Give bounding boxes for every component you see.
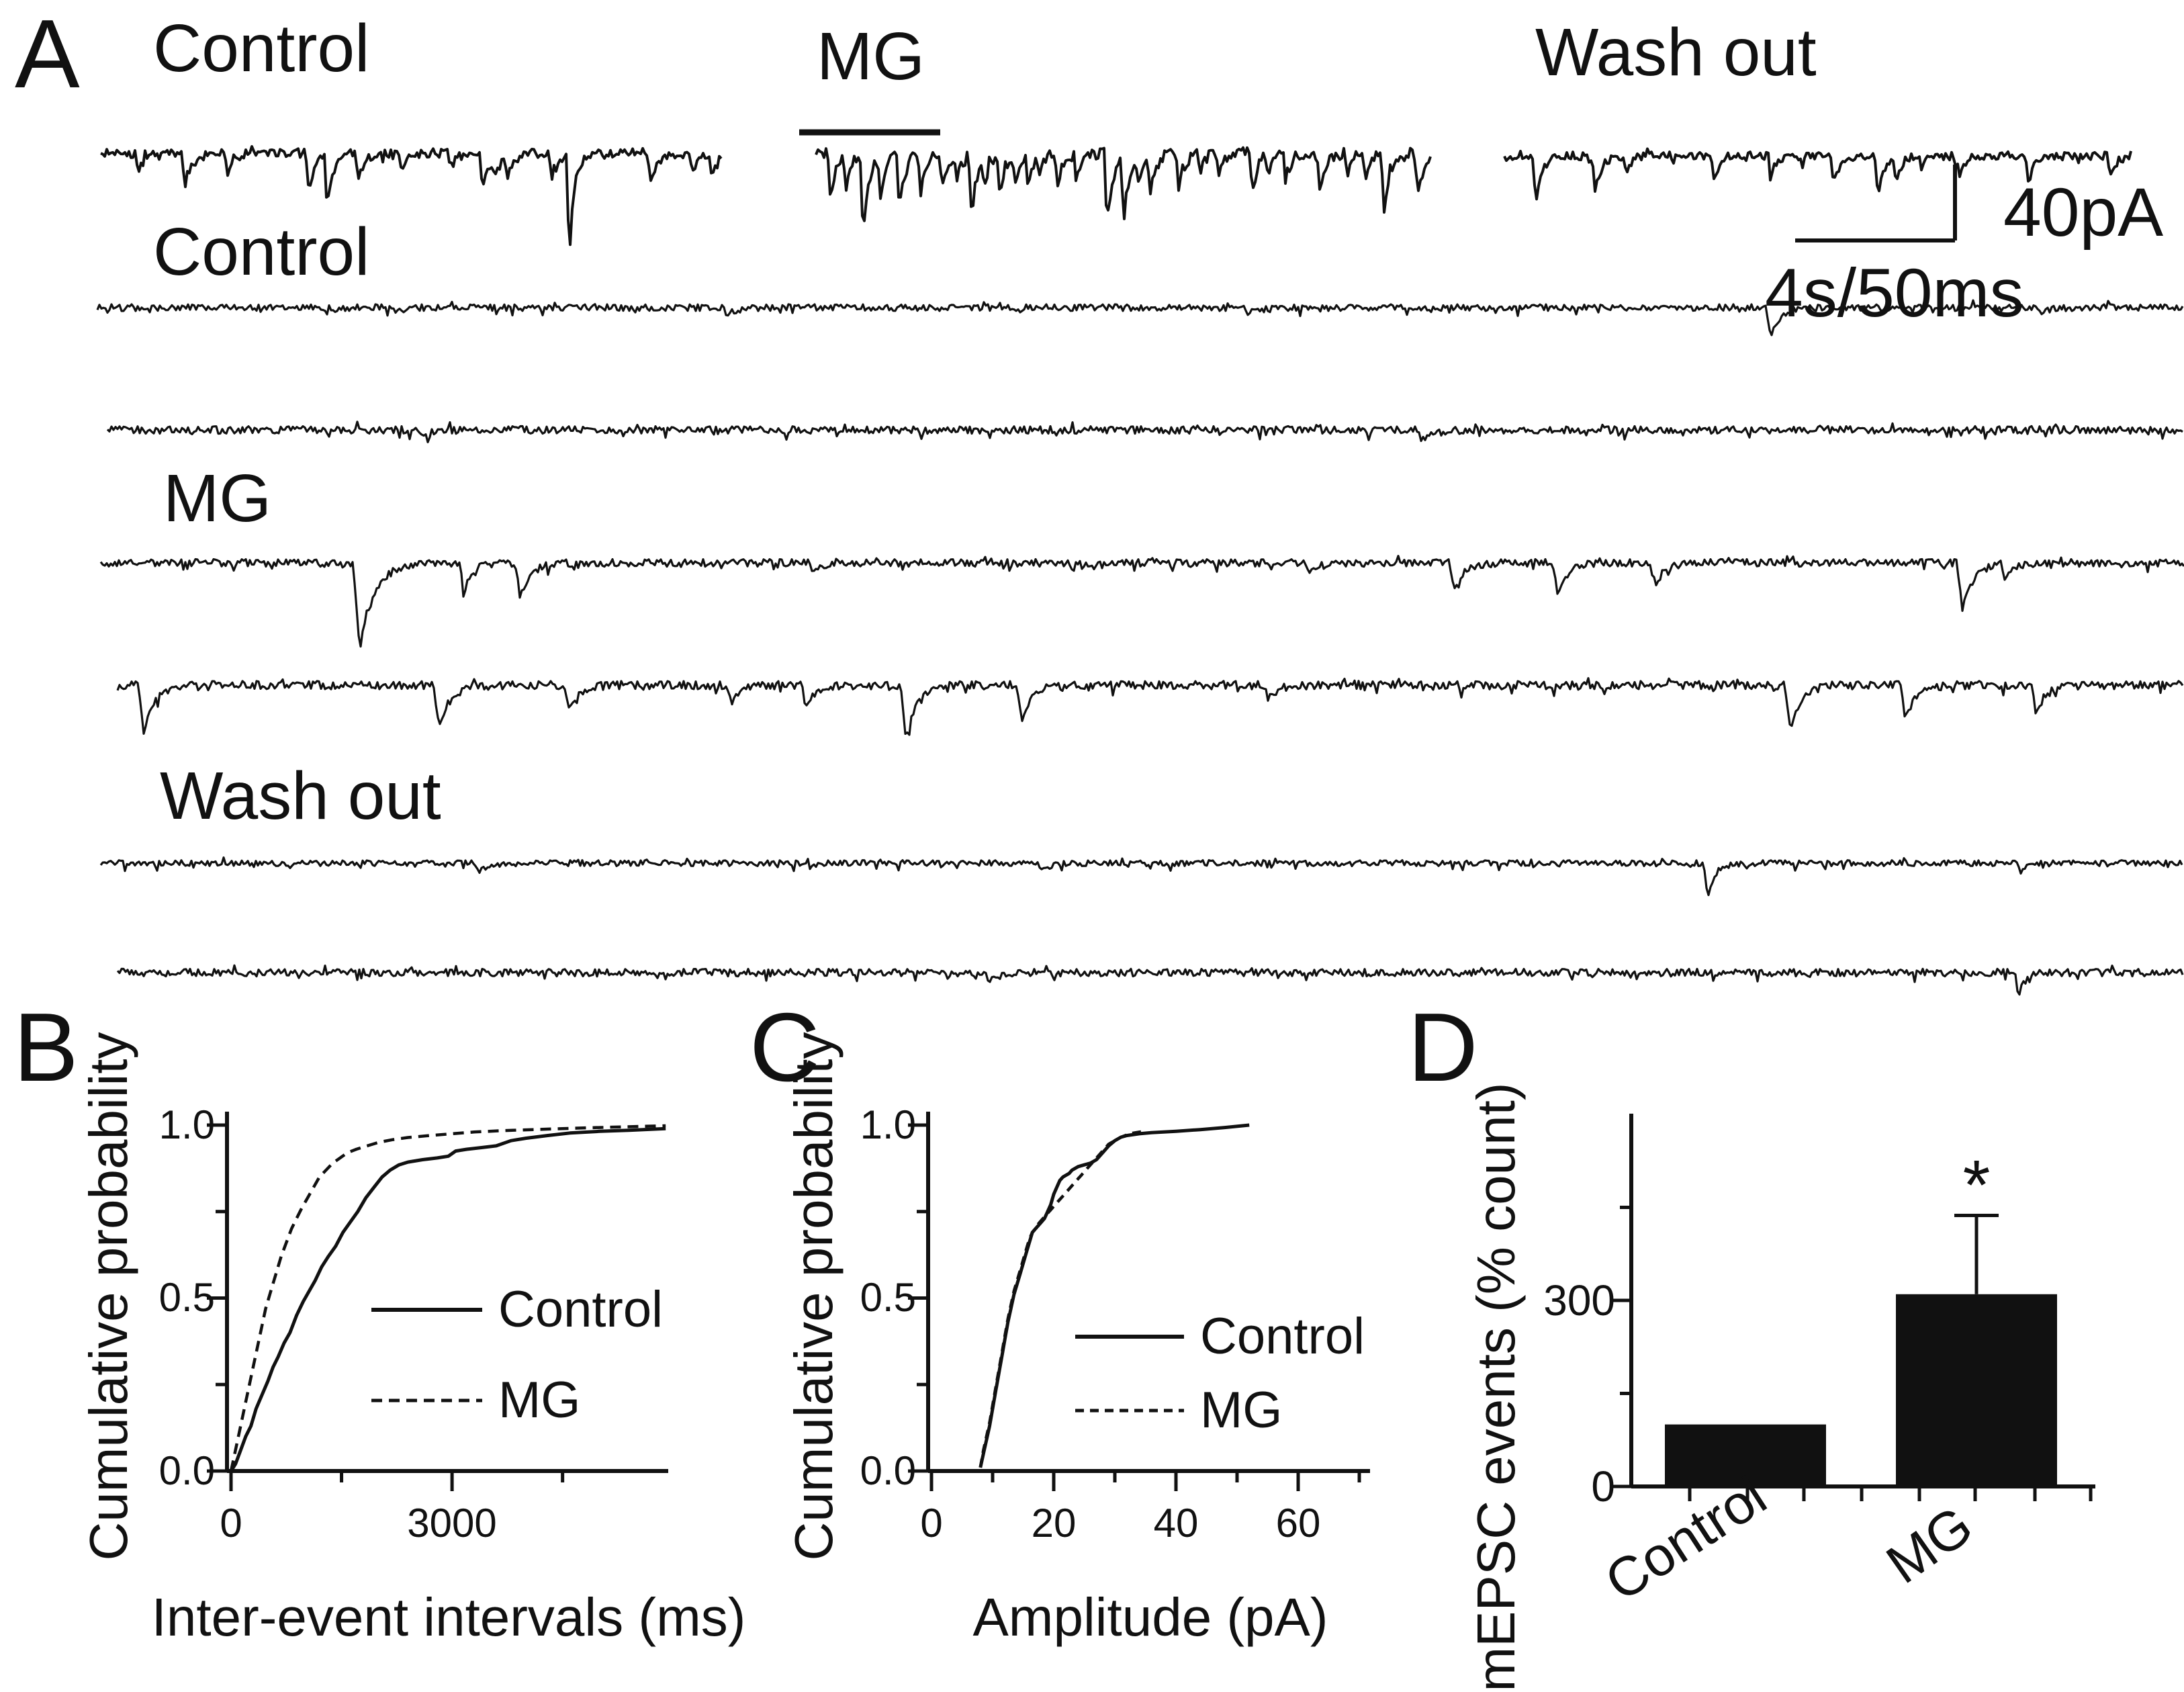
panel-c-xtick-0: 0 [920,1501,943,1546]
bar-control [1665,1424,1826,1486]
trace-compressed-washout [1503,147,2132,201]
panel-c-ylabel: Cumulative probability [784,1032,844,1561]
panel-c-legend-mg: MG [1200,1382,1283,1439]
scalebar-time-label: 4s/50ms [1765,255,2024,331]
panel-b-letter: B [13,993,79,1102]
panel-c-xtick-20: 20 [1031,1501,1077,1546]
panel-b-ytick-0.0: 0.0 [158,1448,215,1493]
panel-c-ytick-0.5: 0.5 [860,1275,916,1320]
section-label-washout: Wash out [160,758,441,834]
bar-mg [1896,1294,2057,1486]
significance-asterisk: * [1962,1146,1991,1225]
panel-c-xtick-40: 40 [1153,1501,1199,1546]
panel-a-letter: A [15,0,80,108]
section-label-mg: MG [163,461,272,536]
trace-washout-expanded-2 [116,964,2184,996]
panel-b-legend-control: Control [498,1281,663,1338]
panel-b-ylabel: Cumulative probability [79,1032,138,1561]
panel-b-xtick-0: 0 [220,1501,242,1546]
panel-c-xtick-60: 60 [1275,1501,1321,1546]
trace-mg-expanded-1 [99,554,2184,648]
trace-washout-expanded-1 [99,856,2183,897]
panel-d-ytick-0: 0 [1591,1462,1615,1511]
scalebar-amplitude-label: 40pA [2003,174,2164,251]
trace-mg-expanded-2 [116,676,2184,736]
trace-label-washout-top: Wash out [1535,15,1817,90]
panel-B-curve-control [229,1126,666,1472]
panel-c-ytick-0.0: 0.0 [860,1448,916,1493]
panel-c-letter: C [749,993,820,1102]
panel-d-ylabel: mEPSC events (% count) [1466,1082,1526,1692]
trace-control-expanded-2 [106,420,2183,443]
trace-compressed-control [100,145,723,247]
panel-c-ytick-1.0: 1.0 [860,1102,916,1147]
panel-B-curve-mg [229,1124,666,1472]
panel-c-xlabel: Amplitude (pA) [972,1587,1328,1647]
trace-compressed-mg [815,146,1432,222]
trace-label-control-top: Control [153,11,370,86]
panel-b-legend-mg: MG [498,1372,581,1429]
panel-c-legend-control: Control [1200,1308,1365,1365]
section-label-control: Control [153,214,370,290]
trace-label-mg-top: MG [817,19,925,94]
panel-b-xlabel: Inter-event intervals (ms) [151,1587,746,1647]
panel-d-letter: D [1408,993,1478,1102]
panel-b-ytick-0.5: 0.5 [158,1275,215,1320]
panel-b-xtick-3000: 3000 [407,1501,497,1546]
panel-b-ytick-1.0: 1.0 [158,1102,215,1147]
panel-C-curve-mg [979,1130,1146,1468]
panel-d-ytick-300: 300 [1543,1276,1615,1325]
trace-control-expanded-1 [96,299,2184,337]
